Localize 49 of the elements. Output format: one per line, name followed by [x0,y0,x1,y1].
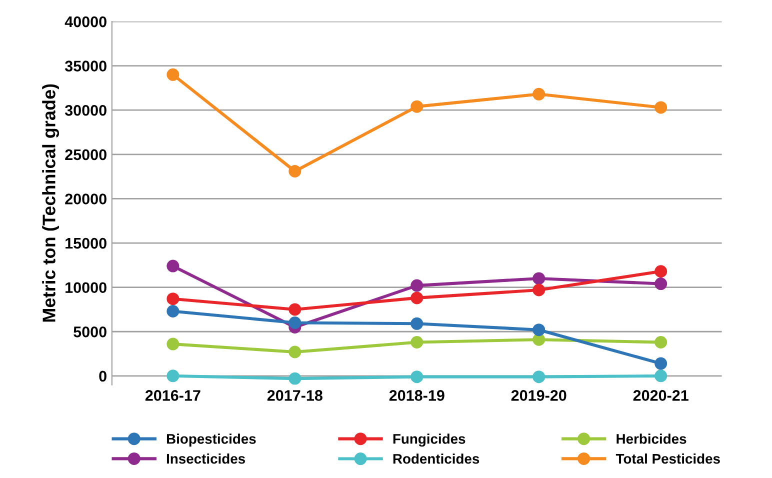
point [288,165,302,178]
legend-label: Herbicides [616,434,686,444]
x-tick-label: 2018-19 [389,390,444,401]
point [532,324,546,336]
point [532,370,546,384]
point [166,370,180,382]
point [410,292,424,304]
point [410,317,424,330]
y-tick-label: 35000 [64,60,106,72]
point [410,100,424,113]
point [288,372,302,385]
point [654,357,668,370]
point [654,336,668,349]
point [532,284,546,296]
point [654,265,668,278]
point [410,279,424,292]
y-axis-title: Metric ton (Technical grade) [42,84,60,322]
point [166,260,180,272]
point [410,370,424,384]
legend-label: Insecticides [166,454,245,464]
legend-label: Rodenticides [393,454,480,464]
point [532,272,546,285]
point [166,292,180,306]
y-tick-label: 15000 [66,238,106,249]
point [410,336,424,349]
legend-label: Total Pesticides [616,454,720,464]
point [288,316,302,330]
y-tick-label: 40000 [64,16,106,28]
y-tick-label: 30000 [64,104,106,116]
x-tick-label: 2017-18 [267,390,322,401]
x-tick-label: 2020-21 [633,390,688,401]
point [166,305,180,318]
point [654,370,668,382]
point [654,101,668,114]
x-tick-label: 2016-17 [145,390,200,401]
y-tick-label: 0 [99,370,106,382]
legend-label: Biopesticides [166,434,256,447]
point [166,338,180,350]
point [288,346,302,358]
y-tick-label: 20000 [65,194,106,204]
point [288,303,302,316]
point [166,68,180,81]
point [654,278,668,290]
legend-label: Fungicides [393,434,466,447]
y-tick-label: 25000 [65,149,106,160]
y-tick-label: 5000 [74,326,106,338]
y-tick-label: 10000 [66,282,106,294]
point [532,88,546,100]
x-tick-label: 2019-20 [511,390,566,401]
